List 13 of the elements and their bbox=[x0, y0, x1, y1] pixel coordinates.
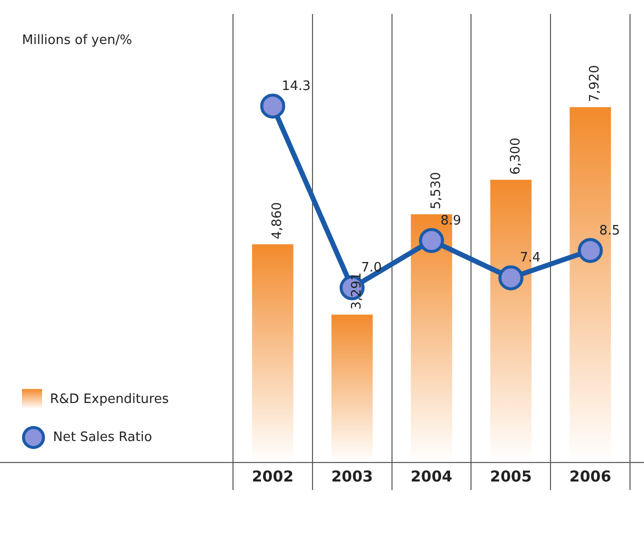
x-tick-label: 2006 bbox=[569, 467, 612, 486]
data-label: 14.3 bbox=[282, 78, 311, 94]
text: Millions of yen/% bbox=[22, 33, 132, 48]
x-tick-label: 2004 bbox=[410, 467, 452, 486]
legend-label: R&D Expenditures bbox=[50, 392, 169, 406]
legend-label: Net Sales Ratio bbox=[53, 430, 152, 444]
data-label: 5,530 bbox=[428, 172, 444, 210]
data-label: 7,920 bbox=[588, 64, 603, 102]
x-tick-label: 2005 bbox=[490, 467, 532, 486]
data-label: 6,300 bbox=[508, 138, 524, 175]
x-tick-label: 2003 bbox=[331, 467, 373, 486]
data-label: 4,860 bbox=[270, 202, 286, 240]
x-tick-label: 2002 bbox=[252, 467, 294, 486]
